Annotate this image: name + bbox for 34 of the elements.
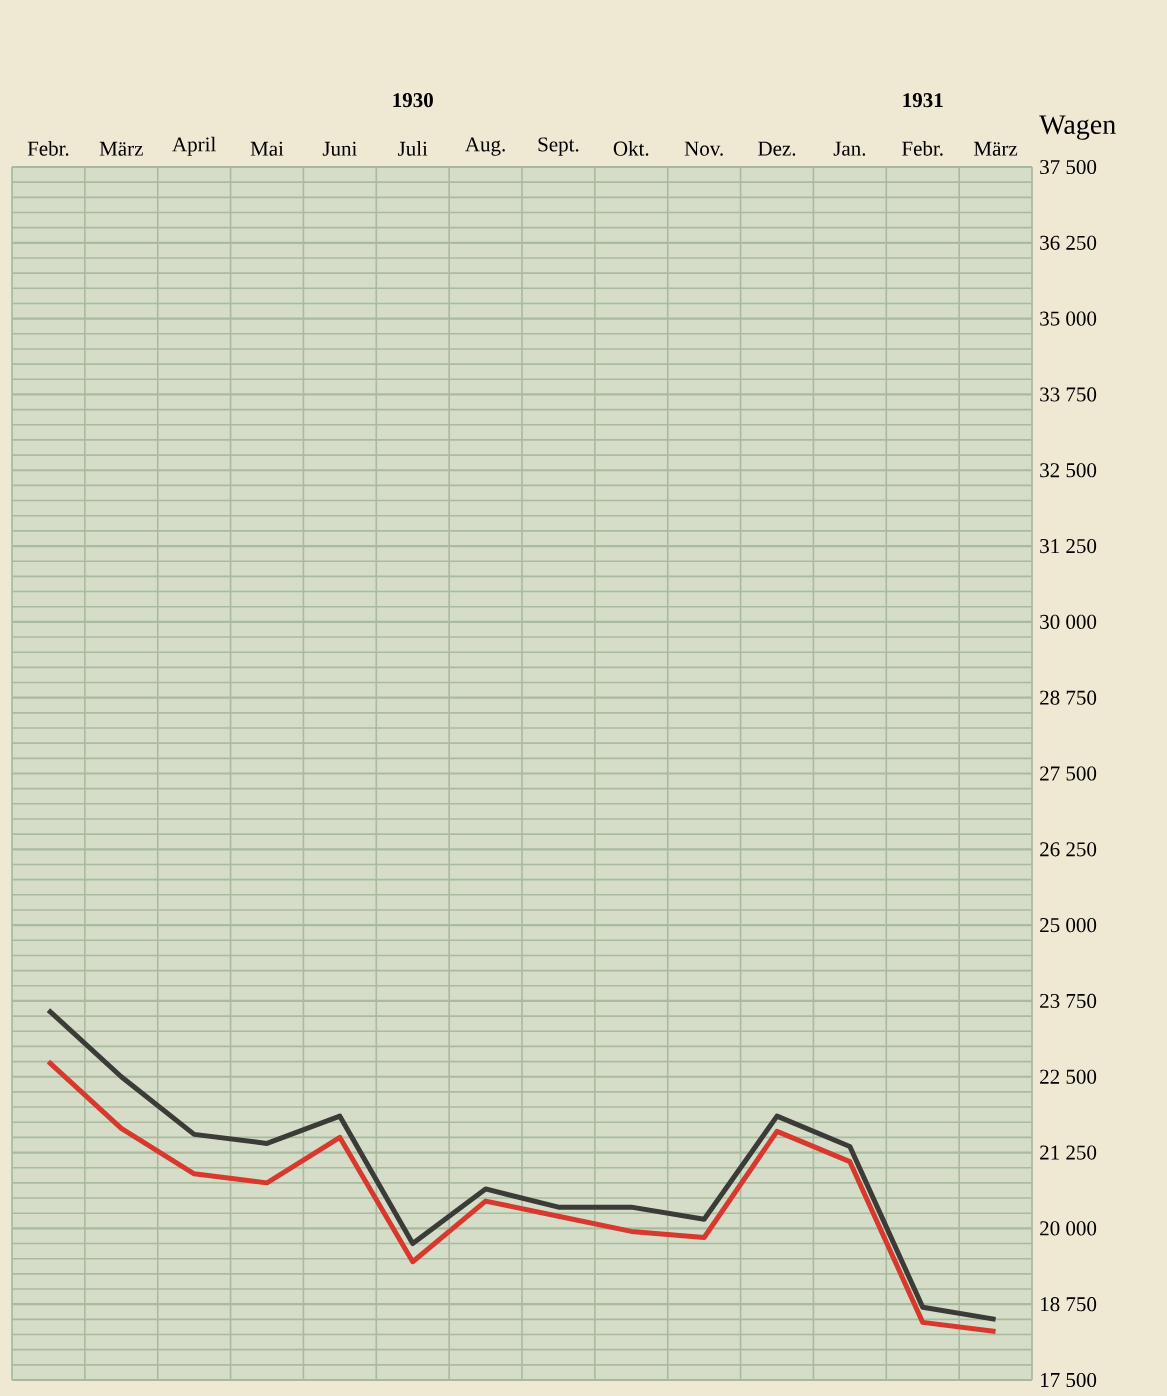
y-tick-label: 28 750 — [1040, 690, 1097, 705]
x-tick-label: April — [172, 136, 216, 156]
y-tick-label: 30 000 — [1040, 614, 1097, 629]
y-tick-label: 22 500 — [1040, 1069, 1097, 1084]
y-tick-label: 23 750 — [1040, 993, 1097, 1009]
x-tick-label: Dez. — [758, 141, 796, 156]
x-tick-label: Sept. — [538, 137, 579, 156]
x-tick-label: Okt. — [613, 140, 649, 156]
x-tick-label: Jan. — [833, 141, 866, 156]
y-tick-label: 18 750 — [1041, 1297, 1097, 1312]
x-tick-label: Febr. — [902, 140, 943, 156]
x-tick-label: Aug. — [465, 137, 505, 156]
y-tick-label: 35 000 — [1040, 311, 1097, 326]
x-tick-label: Nov. — [684, 141, 723, 156]
y-tick-label: 20 000 — [1040, 1221, 1097, 1236]
y-tick-label: 37 500 — [1040, 159, 1097, 175]
x-tick-label: März — [99, 141, 143, 156]
y-tick-label: 26 250 — [1040, 842, 1097, 857]
y-axis-title: Wagen — [1039, 115, 1116, 140]
y-tick-label: 25 000 — [1040, 918, 1097, 933]
text: 1931 — [903, 93, 943, 108]
y-tick-label: 27 500 — [1040, 766, 1097, 781]
y-tick-label: 33 750 — [1040, 387, 1097, 402]
y-tick-label: 31 250 — [1040, 538, 1097, 554]
x-tick-label: Mai — [250, 141, 284, 156]
y-tick-label: 17 500 — [1041, 1372, 1097, 1388]
y-tick-label: 36 250 — [1040, 235, 1097, 250]
text: 1930 — [393, 93, 433, 108]
y-tick-label: 21 250 — [1040, 1145, 1097, 1160]
x-tick-label: Juli — [397, 141, 428, 156]
x-tick-label: Juni — [322, 141, 357, 156]
x-tick-label: März — [974, 141, 1018, 156]
y-tick-label: 32 500 — [1040, 463, 1097, 478]
x-tick-label: Febr. — [27, 140, 69, 156]
